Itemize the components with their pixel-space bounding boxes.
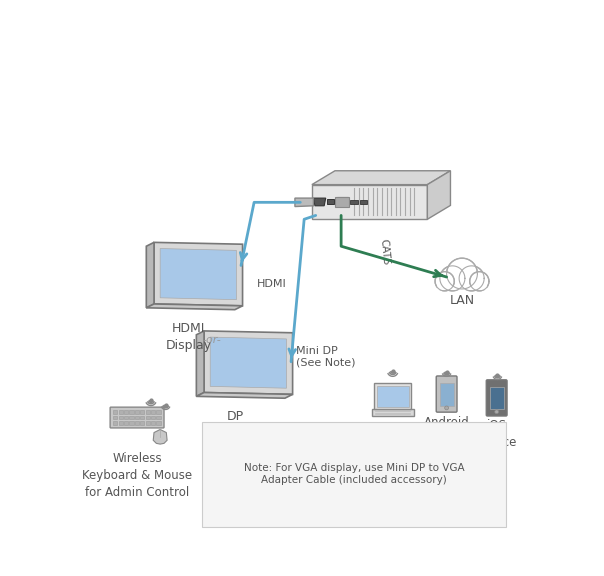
FancyBboxPatch shape xyxy=(113,421,117,425)
FancyBboxPatch shape xyxy=(146,421,150,425)
FancyBboxPatch shape xyxy=(113,410,117,414)
Text: Mini DP
(See Note): Mini DP (See Note) xyxy=(297,346,356,368)
Polygon shape xyxy=(196,392,292,398)
FancyBboxPatch shape xyxy=(129,410,133,414)
Circle shape xyxy=(459,266,484,291)
Text: iOS
Device: iOS Device xyxy=(477,419,517,449)
Polygon shape xyxy=(335,196,349,207)
FancyBboxPatch shape xyxy=(151,421,155,425)
Text: HDMI: HDMI xyxy=(257,279,286,289)
Text: -or-: -or- xyxy=(202,335,221,345)
FancyBboxPatch shape xyxy=(110,407,164,428)
Polygon shape xyxy=(160,248,236,300)
FancyBboxPatch shape xyxy=(118,421,123,425)
FancyBboxPatch shape xyxy=(118,410,123,414)
FancyBboxPatch shape xyxy=(486,380,507,416)
FancyBboxPatch shape xyxy=(140,410,144,414)
FancyBboxPatch shape xyxy=(146,410,150,414)
FancyBboxPatch shape xyxy=(135,416,139,419)
Polygon shape xyxy=(204,331,292,395)
Polygon shape xyxy=(146,304,243,310)
Polygon shape xyxy=(428,170,451,219)
Text: Wireless
Keyboard & Mouse
for Admin Control: Wireless Keyboard & Mouse for Admin Cont… xyxy=(82,452,192,499)
Polygon shape xyxy=(153,430,167,444)
FancyBboxPatch shape xyxy=(156,416,161,419)
FancyBboxPatch shape xyxy=(350,200,358,204)
FancyBboxPatch shape xyxy=(124,416,128,419)
FancyBboxPatch shape xyxy=(140,421,144,425)
Polygon shape xyxy=(376,385,409,407)
Polygon shape xyxy=(313,198,326,206)
Polygon shape xyxy=(312,170,451,185)
Text: CAT5: CAT5 xyxy=(379,238,391,266)
FancyBboxPatch shape xyxy=(327,199,334,204)
Text: LAN: LAN xyxy=(449,294,475,306)
Circle shape xyxy=(470,272,489,291)
FancyBboxPatch shape xyxy=(129,416,133,419)
FancyBboxPatch shape xyxy=(129,421,133,425)
Polygon shape xyxy=(295,198,313,207)
FancyBboxPatch shape xyxy=(124,421,128,425)
FancyBboxPatch shape xyxy=(156,421,161,425)
Polygon shape xyxy=(371,410,414,416)
FancyBboxPatch shape xyxy=(118,416,123,419)
Circle shape xyxy=(435,272,454,291)
FancyBboxPatch shape xyxy=(151,416,155,419)
FancyBboxPatch shape xyxy=(156,410,161,414)
FancyBboxPatch shape xyxy=(135,410,139,414)
FancyBboxPatch shape xyxy=(146,416,150,419)
Text: DP
Display: DP Display xyxy=(212,410,258,440)
FancyBboxPatch shape xyxy=(113,416,117,419)
Text: HDMI
Display: HDMI Display xyxy=(165,321,212,352)
FancyBboxPatch shape xyxy=(359,200,367,204)
Polygon shape xyxy=(196,331,204,396)
Polygon shape xyxy=(312,185,428,219)
FancyBboxPatch shape xyxy=(337,198,348,206)
Circle shape xyxy=(495,410,498,414)
Polygon shape xyxy=(146,242,154,308)
Text: Android
Device: Android Device xyxy=(424,416,469,446)
FancyBboxPatch shape xyxy=(440,383,454,406)
FancyBboxPatch shape xyxy=(151,410,155,414)
Circle shape xyxy=(446,258,477,289)
Polygon shape xyxy=(210,337,286,388)
FancyBboxPatch shape xyxy=(140,416,144,419)
Polygon shape xyxy=(154,242,243,306)
FancyBboxPatch shape xyxy=(490,387,504,410)
Text: Note: For VGA display, use Mini DP to VGA
Adapter Cable (included accessory): Note: For VGA display, use Mini DP to VG… xyxy=(244,463,464,485)
FancyBboxPatch shape xyxy=(124,410,128,414)
Polygon shape xyxy=(374,383,411,410)
FancyBboxPatch shape xyxy=(436,376,457,412)
Circle shape xyxy=(440,266,465,291)
Circle shape xyxy=(445,406,449,410)
Text: MacBook/
Laptop: MacBook/ Laptop xyxy=(364,425,421,455)
FancyBboxPatch shape xyxy=(135,421,139,425)
